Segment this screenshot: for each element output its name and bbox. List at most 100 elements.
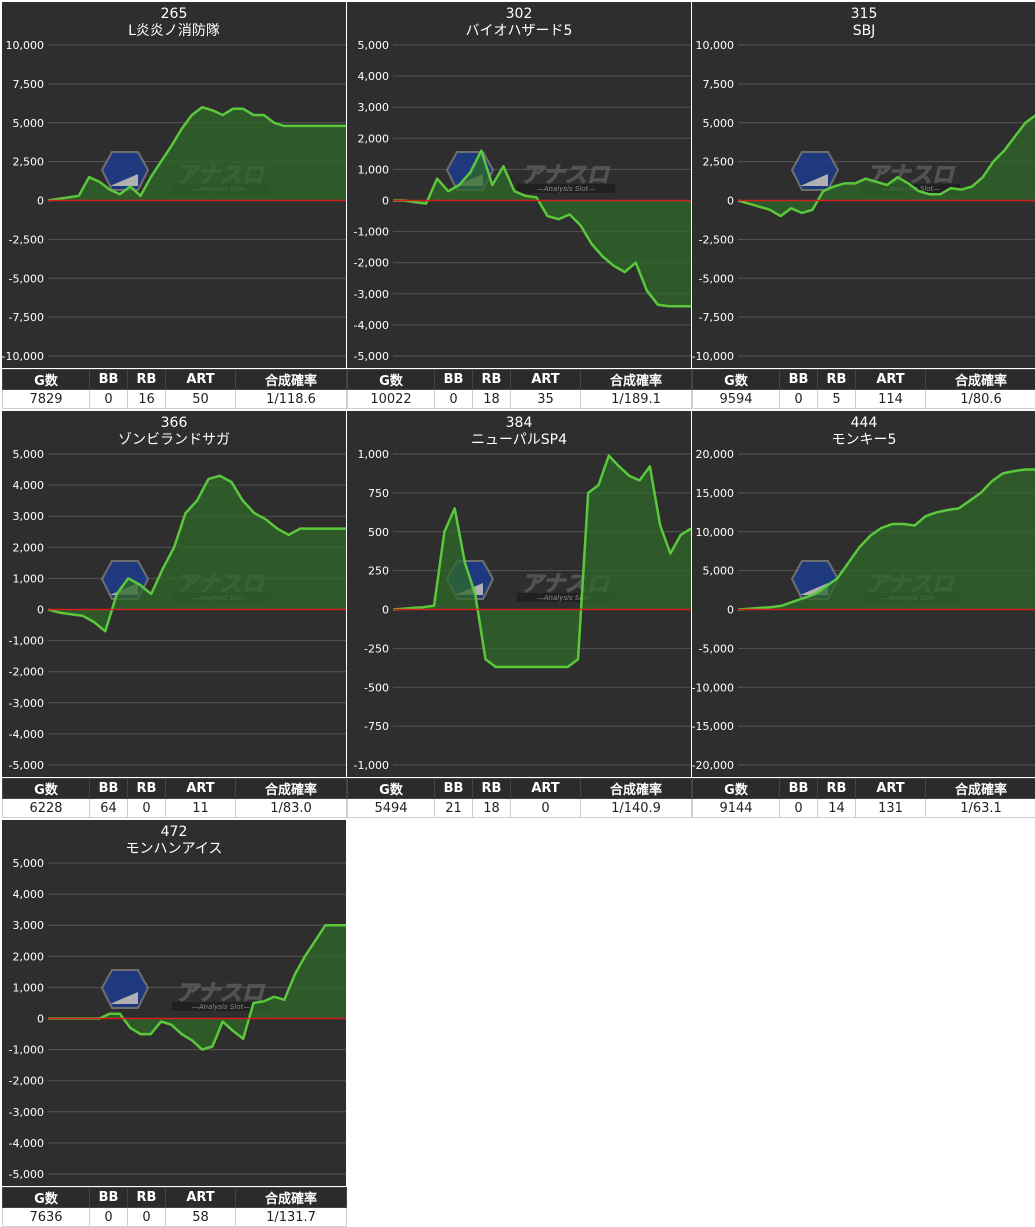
stats-value-cell: 0: [779, 389, 818, 409]
machine-panel-444: 20,000 15,000 10,000 5,000 0 -5,000 -10,000 -15…: [692, 411, 1035, 818]
machine-panel-472: 5,000 4,000 3,000 2,000 1,000 0 -1,000 -2,000 -3…: [2, 820, 347, 1227]
machine-number: 265: [160, 6, 188, 22]
machine-number: 472: [160, 824, 188, 840]
stats-value-cell: 0: [89, 1207, 128, 1227]
machine-number: 444: [850, 415, 878, 431]
stats-header-cell: ART: [510, 778, 581, 799]
y-tick-label: -4,000: [9, 728, 44, 741]
stats-header-cell: 合成確率: [580, 369, 692, 390]
stats-header-row: G数 BB RB ART 合成確率: [347, 778, 692, 799]
y-tick-label: 15,000: [696, 487, 735, 500]
machine-name: ゾンビランドサガ: [118, 432, 230, 448]
stats-value-cell: 1/63.1: [925, 798, 1035, 818]
y-tick-label: -2,000: [9, 1075, 44, 1088]
y-tick-label: -4,000: [9, 1137, 44, 1150]
y-tick-label: -5,000: [9, 1168, 44, 1181]
stats-header-cell: BB: [89, 778, 128, 799]
stats-table: G数 BB RB ART 合成確率 9594 0 5 114 1/80.6: [692, 369, 1035, 409]
y-tick-label: -2,500: [699, 233, 734, 246]
y-tick-label: 2,500: [703, 156, 735, 169]
stats-header-cell: ART: [855, 778, 926, 799]
y-tick-label: -750: [364, 720, 389, 733]
y-tick-label: 1,000: [13, 981, 45, 994]
y-tick-label: 4,000: [358, 70, 390, 83]
machine-name: モンキー5: [831, 432, 897, 448]
stats-value-cell: 64: [89, 798, 128, 818]
stats-header-cell: G数: [2, 778, 90, 799]
slump-graph: 5,000 4,000 3,000 2,000 1,000 0 -1,000 -2,000 -3…: [354, 39, 691, 363]
stats-value-cell: 0: [89, 389, 128, 409]
y-tick-label: -2,500: [9, 233, 44, 246]
stats-value-cell: 14: [817, 798, 856, 818]
y-tick-label: -3,000: [354, 288, 389, 301]
stats-value-row: 7829 0 16 50 1/118.6: [2, 389, 347, 409]
stats-header-cell: G数: [692, 369, 780, 390]
machine-name: バイオハザード5: [465, 23, 573, 39]
machine-number: 366: [160, 415, 188, 431]
y-tick-label: 5,000: [703, 117, 735, 130]
chart-area: 5,000 4,000 3,000 2,000 1,000 0 -1,000 -2,000 -3…: [347, 2, 691, 368]
series-line: [47, 474, 346, 633]
y-tick-label: -1,000: [9, 635, 44, 648]
stats-header-cell: RB: [127, 778, 166, 799]
series-area: [393, 455, 691, 667]
series-area: [48, 107, 346, 201]
stats-value-cell: 18: [472, 798, 511, 818]
stats-value-row: 7636 0 0 58 1/131.7: [2, 1207, 347, 1227]
stats-header-cell: G数: [347, 778, 435, 799]
stats-header-cell: 合成確率: [235, 1187, 347, 1208]
chart-area: 10,000 7,500 5,000 2,500 0 -2,500 -5,000 -7,500…: [2, 2, 346, 368]
watermark-top-text: 全国 ホスロデータ・出玉情報: [505, 562, 598, 571]
y-tick-label: 3,000: [13, 919, 45, 932]
y-tick-label: 5,000: [703, 565, 735, 578]
watermark-sub-text: —Analysis Slot—: [537, 185, 595, 193]
y-tick-label: 4,000: [13, 888, 45, 901]
y-tick-label: -7,500: [9, 311, 44, 324]
machine-name: L炎炎ノ消防隊: [128, 23, 220, 39]
stats-value-cell: 50: [165, 389, 236, 409]
y-tick-label: 5,000: [13, 857, 45, 870]
y-tick-label: -250: [364, 642, 389, 655]
y-tick-label: 1,000: [358, 163, 390, 176]
stats-header-cell: RB: [127, 369, 166, 390]
stats-table: G数 BB RB ART 合成確率 5494 21 18 0 1/140.9: [347, 778, 692, 818]
y-tick-label: 0: [382, 195, 389, 208]
y-tick-label: -7,500: [699, 311, 734, 324]
stats-header-row: G数 BB RB ART 合成確率: [2, 778, 347, 799]
y-tick-label: 2,000: [13, 541, 45, 554]
stats-header-cell: RB: [472, 778, 511, 799]
machine-panel-265: 10,000 7,500 5,000 2,500 0 -2,500 -5,000 -7,500…: [2, 2, 347, 409]
machine-panel-315: 10,000 7,500 5,000 2,500 0 -2,500 -5,000 -7,500…: [692, 2, 1035, 409]
stats-header-cell: ART: [165, 1187, 236, 1208]
slump-graph: 10,000 7,500 5,000 2,500 0 -2,500 -5,000 -7,500…: [692, 39, 1035, 363]
chart-area: 5,000 4,000 3,000 2,000 1,000 0 -1,000 -2,000 -3…: [2, 411, 346, 777]
y-tick-label: 5,000: [13, 117, 45, 130]
stats-header-cell: ART: [165, 369, 236, 390]
y-tick-label: -1,000: [354, 226, 389, 239]
stats-header-cell: RB: [817, 778, 856, 799]
y-tick-label: 0: [727, 195, 734, 208]
slump-graph: 10,000 7,500 5,000 2,500 0 -2,500 -5,000 -7,500…: [2, 39, 346, 363]
y-tick-label: -5,000: [354, 350, 389, 363]
series-line: [393, 149, 691, 308]
y-tick-label: -10,000: [2, 350, 44, 363]
watermark-main-text: アナスロ: [521, 163, 611, 188]
machine-name: ニューパルSP4: [470, 432, 568, 448]
stats-header-cell: RB: [127, 1187, 166, 1208]
stats-header-cell: RB: [817, 369, 856, 390]
stats-header-cell: BB: [779, 778, 818, 799]
stats-header-cell: BB: [434, 369, 473, 390]
series-area: [738, 469, 1035, 610]
series-area: [738, 115, 1035, 217]
y-tick-label: -5,000: [9, 759, 44, 772]
y-tick-label: 1,000: [13, 572, 45, 585]
y-tick-label: 2,500: [13, 156, 45, 169]
y-tick-label: -5,000: [9, 272, 44, 285]
stats-header-cell: 合成確率: [925, 778, 1035, 799]
chart-area: 10,000 7,500 5,000 2,500 0 -2,500 -5,000 -7,500…: [692, 2, 1035, 368]
watermark-sub-text: —Analysis Slot—: [192, 1003, 250, 1011]
stats-header-cell: RB: [472, 369, 511, 390]
y-tick-label: -3,000: [9, 697, 44, 710]
y-tick-label: -2,000: [9, 666, 44, 679]
